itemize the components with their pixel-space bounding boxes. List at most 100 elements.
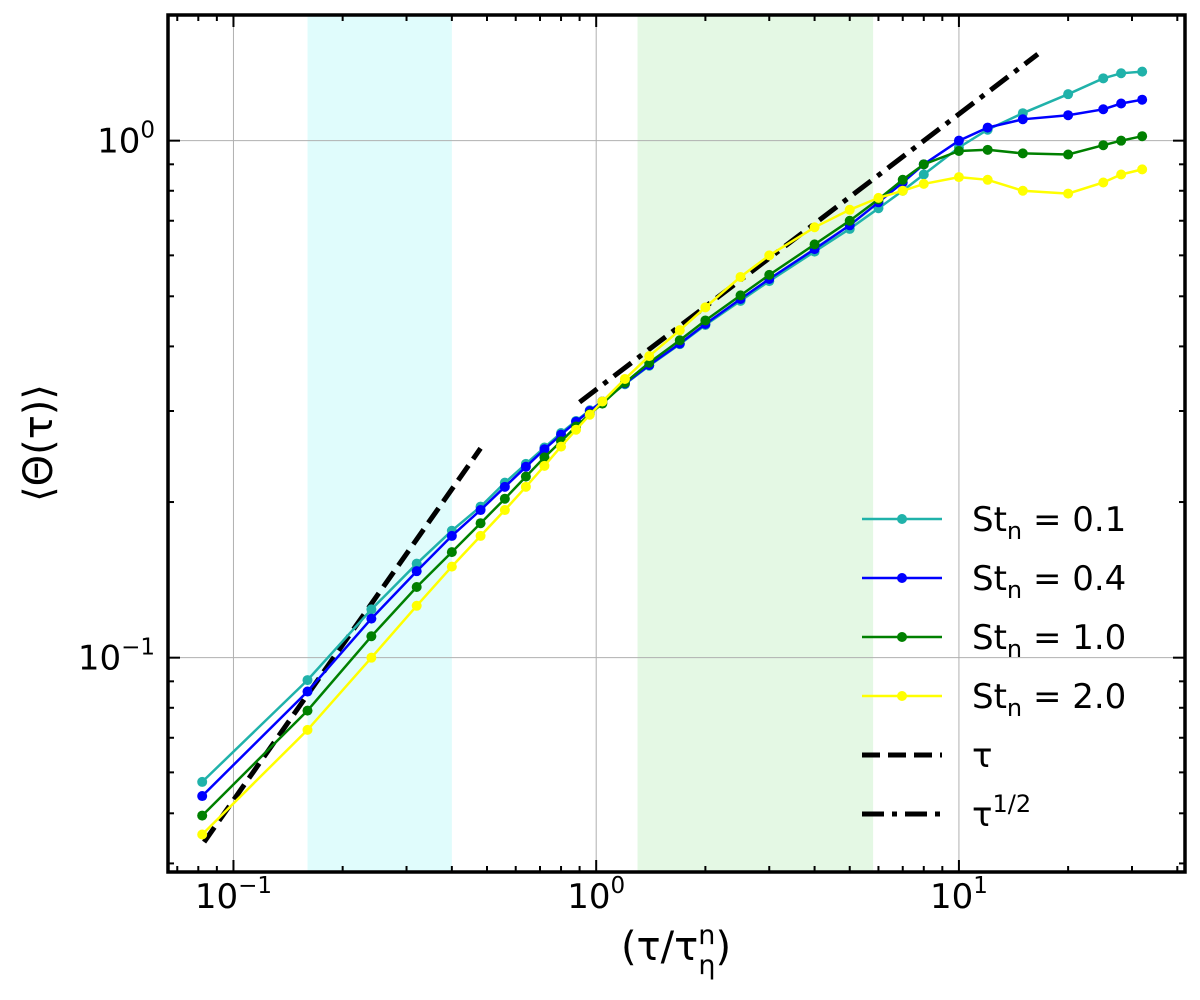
series-group xyxy=(197,66,1148,840)
data-point xyxy=(1137,94,1148,105)
data-point xyxy=(809,239,820,250)
legend-marker-3 xyxy=(897,632,907,642)
data-point xyxy=(366,631,377,642)
data-point xyxy=(1063,188,1074,199)
data-point xyxy=(499,493,510,504)
data-point xyxy=(411,581,422,592)
data-point xyxy=(1116,98,1127,109)
data-point xyxy=(197,829,208,840)
data-point xyxy=(520,461,531,472)
data-point xyxy=(366,604,377,615)
data-point xyxy=(197,791,208,802)
data-point xyxy=(520,481,531,492)
y-axis-label: ⟨Θ(τ)⟩ xyxy=(16,384,62,502)
data-point xyxy=(982,122,993,133)
data-point xyxy=(918,178,929,189)
data-point xyxy=(1137,164,1148,175)
data-point xyxy=(366,613,377,624)
legend-label-1: Stn = 0.1 xyxy=(972,500,1126,545)
data-point xyxy=(897,174,908,185)
data-point xyxy=(520,471,531,482)
data-point xyxy=(539,444,550,455)
data-point xyxy=(674,325,685,336)
data-point xyxy=(302,705,313,716)
data-point xyxy=(844,215,855,226)
data-point xyxy=(499,505,510,516)
shaded-region-2 xyxy=(637,15,874,872)
data-point xyxy=(499,481,510,492)
data-point xyxy=(584,409,595,420)
data-point xyxy=(982,174,993,185)
legend-label-4: Stn = 2.0 xyxy=(972,677,1126,722)
legend: Stn = 0.1 Stn = 0.4 Stn = 1.0 Stn = 2.0 τ τ1/… xyxy=(862,500,1126,835)
data-point xyxy=(644,351,655,362)
data-point xyxy=(619,373,630,384)
legend-label-2: Stn = 0.4 xyxy=(972,559,1126,604)
data-point xyxy=(411,558,422,569)
legend-marker-2 xyxy=(897,573,907,583)
data-point xyxy=(1137,66,1148,77)
data-point xyxy=(1098,104,1109,115)
data-point xyxy=(700,302,711,313)
data-point xyxy=(1098,177,1109,188)
data-point xyxy=(446,530,457,541)
data-point xyxy=(1017,185,1028,196)
data-point xyxy=(764,250,775,261)
x-tick-label-2: 100 xyxy=(567,873,625,917)
data-point xyxy=(764,269,775,280)
series-4 xyxy=(197,164,1148,840)
x-axis-label: (τ/τn η) xyxy=(621,920,731,981)
data-point xyxy=(897,185,908,196)
data-point xyxy=(411,566,422,577)
data-point xyxy=(1116,68,1127,79)
data-point xyxy=(302,724,313,735)
shaded-regions xyxy=(307,15,874,872)
data-point xyxy=(674,335,685,346)
data-point xyxy=(809,222,820,233)
reference-lines xyxy=(202,52,1040,844)
data-point xyxy=(735,290,746,301)
x-tick-label-1: 10−1 xyxy=(195,873,272,917)
data-point xyxy=(446,547,457,558)
grid xyxy=(168,15,1185,872)
ticks xyxy=(168,15,1185,872)
data-point xyxy=(597,396,608,407)
data-point xyxy=(475,518,486,529)
legend-marker-4 xyxy=(897,691,907,701)
data-point xyxy=(700,315,711,326)
legend-ref-label-1: τ xyxy=(972,736,992,776)
data-point xyxy=(735,271,746,282)
data-point xyxy=(1017,148,1028,159)
data-point xyxy=(302,675,313,686)
data-point xyxy=(1116,169,1127,180)
data-point xyxy=(475,530,486,541)
data-point xyxy=(918,159,929,170)
data-point xyxy=(953,172,964,183)
data-point xyxy=(1017,114,1028,125)
data-point xyxy=(302,686,313,697)
data-point xyxy=(1116,135,1127,146)
y-tick-label-1: 10−1 xyxy=(78,635,155,679)
x-tick-label-3: 101 xyxy=(930,873,988,917)
data-point xyxy=(539,460,550,471)
data-point xyxy=(197,810,208,821)
data-point xyxy=(1063,89,1074,100)
tick-labels: 10−1 100 101 10−1 100 xyxy=(78,118,988,917)
data-point xyxy=(1098,140,1109,151)
data-point xyxy=(197,776,208,787)
legend-ref-label-2: τ1/2 xyxy=(972,790,1031,835)
data-point xyxy=(844,204,855,215)
data-point xyxy=(571,424,582,435)
data-point xyxy=(411,600,422,611)
shaded-region-1 xyxy=(307,15,452,872)
plot-frame xyxy=(166,13,1187,874)
data-point xyxy=(539,452,550,463)
legend-marker-1 xyxy=(897,514,907,524)
data-point xyxy=(1098,73,1109,84)
data-point xyxy=(1063,110,1074,121)
data-point xyxy=(873,192,884,203)
data-point xyxy=(953,145,964,156)
data-point xyxy=(953,135,964,146)
data-point xyxy=(366,652,377,663)
